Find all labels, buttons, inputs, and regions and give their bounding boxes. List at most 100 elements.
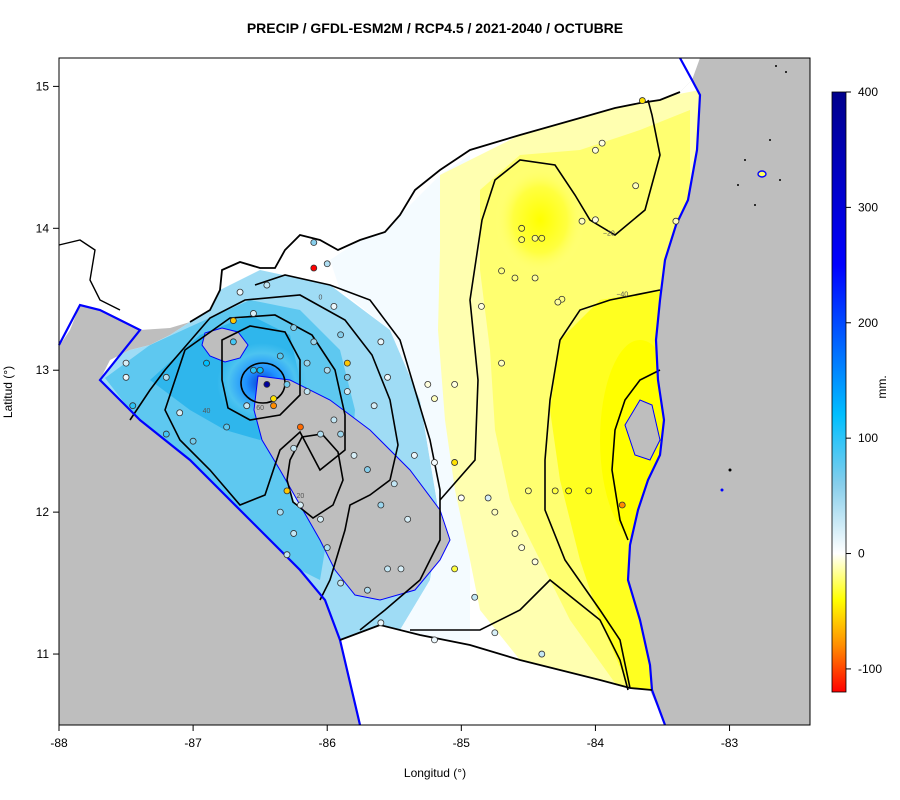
station-point xyxy=(632,182,640,190)
station-point xyxy=(384,373,391,381)
station-point xyxy=(290,444,298,452)
station-point xyxy=(531,274,539,282)
border-honduras-west xyxy=(58,239,121,311)
contour-60 xyxy=(221,325,301,421)
station-point xyxy=(330,416,338,424)
y-tick-label: 14 xyxy=(36,221,50,235)
station-point xyxy=(592,216,599,224)
station-point xyxy=(310,338,318,346)
station-point xyxy=(524,487,532,495)
station-point xyxy=(283,487,291,495)
x-tick-label: -86 xyxy=(319,736,337,750)
islet xyxy=(769,139,771,141)
station-point xyxy=(565,487,573,495)
station-point xyxy=(276,352,284,360)
station-point xyxy=(303,359,311,367)
station-point xyxy=(451,459,459,466)
station-point xyxy=(431,636,438,644)
station-point xyxy=(276,508,284,516)
islet xyxy=(728,468,732,472)
station-point xyxy=(162,430,170,438)
station-point xyxy=(638,97,646,104)
station-point xyxy=(370,402,378,410)
station-point xyxy=(518,236,526,244)
islet xyxy=(744,159,746,161)
contour-label: −40 xyxy=(616,291,628,298)
islet xyxy=(754,204,756,206)
corn-island xyxy=(757,170,767,178)
station-point xyxy=(243,402,251,410)
station-point xyxy=(122,359,130,367)
station-point xyxy=(330,302,338,310)
station-point xyxy=(263,381,271,388)
station-point xyxy=(484,494,492,502)
station-point xyxy=(203,359,210,367)
station-point xyxy=(592,146,599,154)
station-point xyxy=(250,310,257,317)
station-point xyxy=(578,217,586,225)
station-point xyxy=(229,338,237,346)
station-point xyxy=(618,501,626,509)
station-point xyxy=(554,298,562,306)
contour-lines xyxy=(129,99,661,691)
station-point xyxy=(263,281,271,289)
station-point xyxy=(424,381,432,388)
station-point xyxy=(478,302,485,310)
station-point xyxy=(250,366,257,374)
station-point xyxy=(176,409,184,417)
station-point xyxy=(337,430,345,438)
station-point xyxy=(491,508,499,516)
station-point xyxy=(303,388,311,395)
station-point xyxy=(270,402,277,410)
station-points xyxy=(122,97,680,658)
station-point xyxy=(290,324,298,332)
station-point xyxy=(431,459,438,466)
lagoon-pearl xyxy=(624,399,661,461)
station-point xyxy=(431,395,438,402)
islet xyxy=(775,65,777,67)
station-point xyxy=(189,437,197,445)
station-point xyxy=(317,515,324,523)
station-point xyxy=(296,423,304,431)
station-point xyxy=(511,530,519,537)
x-axis-label: Longitud (°) xyxy=(403,766,467,780)
station-point xyxy=(323,544,331,552)
field-white-band xyxy=(330,155,470,640)
y-tick-label: 13 xyxy=(36,363,50,377)
station-point xyxy=(511,274,519,282)
station-point xyxy=(323,366,331,374)
station-point xyxy=(162,373,170,381)
colorbar-tick-label: 0 xyxy=(858,547,865,561)
station-point xyxy=(451,565,459,573)
station-point xyxy=(122,373,130,381)
station-point xyxy=(390,480,398,488)
station-point xyxy=(531,558,539,566)
colorbar-tick-label: 100 xyxy=(858,431,878,445)
station-point xyxy=(498,267,505,275)
station-point xyxy=(518,224,526,232)
station-point xyxy=(290,530,298,537)
colorbar-ticks: -100 0 100 200 300 400 xyxy=(846,85,882,676)
colorbar-tick-label: 200 xyxy=(858,316,878,330)
islet xyxy=(779,179,781,181)
station-point xyxy=(377,501,385,509)
contour-minus40 xyxy=(544,289,661,689)
station-point xyxy=(343,373,351,381)
colorbar-tick-label: 300 xyxy=(858,200,878,214)
station-point xyxy=(350,451,358,459)
y-tick-label: 15 xyxy=(36,79,50,93)
station-point xyxy=(384,565,391,573)
contour-minus20 xyxy=(439,99,661,501)
station-point xyxy=(323,260,331,268)
station-point xyxy=(585,487,593,495)
islet xyxy=(720,488,724,492)
contour-label: 40 xyxy=(203,408,211,415)
station-point xyxy=(296,501,304,509)
islet xyxy=(737,184,739,186)
station-point xyxy=(498,359,505,367)
station-point xyxy=(451,381,459,388)
y-tick-label: 11 xyxy=(37,647,50,661)
colorbar-gradient xyxy=(831,91,847,693)
station-point xyxy=(283,551,291,559)
